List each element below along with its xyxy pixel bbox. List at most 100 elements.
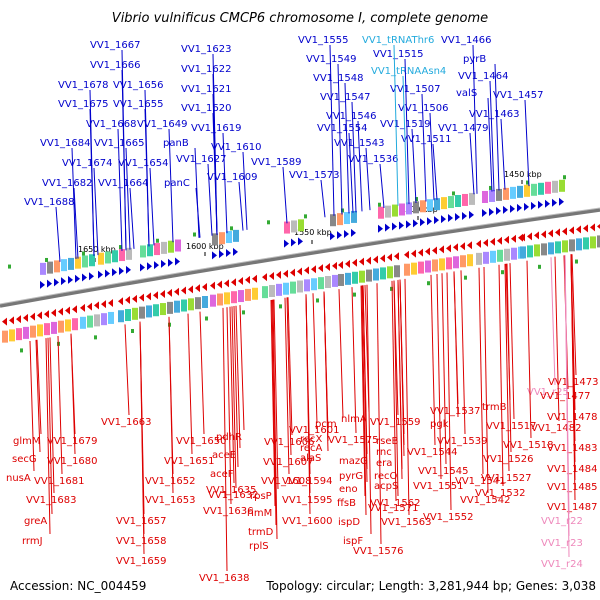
gene-label[interactable]: VV1_1544 (407, 447, 458, 458)
gene-label[interactable]: VV1_1621 (181, 84, 232, 95)
gene-label[interactable]: VV1_1678 (58, 80, 109, 91)
gene-label[interactable]: VV1_1606 (264, 437, 315, 448)
gene-label[interactable]: VV1_1589 (251, 157, 302, 168)
gene-label[interactable]: aceF (210, 469, 234, 480)
gene-label[interactable]: VV1_1679 (47, 436, 98, 447)
gene-label[interactable]: trmB (482, 402, 507, 413)
gene-label[interactable]: mazG (339, 456, 368, 467)
gene-label[interactable]: VV1_1545 (418, 466, 469, 477)
gene-label[interactable]: nusA (6, 473, 31, 484)
gene-label[interactable]: VV1_1479 (438, 123, 489, 134)
gene-label[interactable]: VV1_1518 (503, 440, 554, 451)
gene-label[interactable]: VV1_1457 (493, 90, 544, 101)
gene-label[interactable]: rplS (249, 541, 269, 552)
gene-label[interactable]: VV1_1654 (118, 158, 169, 169)
gene-label-rna[interactable]: VV1_r25 (527, 387, 569, 398)
gene-label[interactable]: VV1_1659 (116, 556, 167, 567)
gene-label[interactable]: VV1_1668 (86, 119, 137, 130)
gene-label[interactable]: VV1_1620 (181, 103, 232, 114)
gene-label[interactable]: VV1_1663 (101, 417, 152, 428)
gene-label[interactable]: VV1_1536 (348, 154, 399, 165)
gene-label[interactable]: VV1_1610 (211, 142, 262, 153)
gene-label[interactable]: pcm (315, 419, 337, 430)
gene-label[interactable]: VV1_1484 (547, 464, 598, 475)
gene-label[interactable]: VV1_1563 (381, 517, 432, 528)
gene-label[interactable]: VV1_1594 (282, 476, 333, 487)
gene-label[interactable]: VV1_1667 (90, 40, 141, 51)
gene-label[interactable]: VV1_1609 (207, 172, 258, 183)
gene-label[interactable]: VV1_1601 (289, 425, 340, 436)
gene-label[interactable]: VV1_1600 (282, 516, 333, 527)
gene-label[interactable]: VV1_1562 (370, 498, 421, 509)
gene-label[interactable]: VV1_1664 (98, 178, 149, 189)
gene-label[interactable]: acpS (374, 481, 398, 492)
gene-label[interactable]: pyrG (339, 471, 363, 482)
gene-label-rna[interactable]: VV1_r24 (541, 559, 583, 570)
gene-label[interactable]: VV1_1682 (42, 178, 93, 189)
gene-label[interactable]: VV1_1532 (475, 488, 526, 499)
gene-label[interactable]: ispD (338, 517, 360, 528)
gene-label[interactable]: VV1_1463 (469, 109, 520, 120)
gene-label[interactable]: VV1_1487 (547, 502, 598, 513)
gene-label[interactable]: VV1_1527 (481, 473, 532, 484)
gene-label[interactable]: pgk (430, 419, 449, 430)
gene-label[interactable]: VV1_1515 (373, 49, 424, 60)
gene-label[interactable]: VV1_1551 (413, 481, 464, 492)
gene-label[interactable]: greA (24, 516, 47, 527)
gene-label[interactable]: rseB (376, 436, 398, 447)
gene-label[interactable]: VV1_1554 (317, 123, 368, 134)
gene-label[interactable]: VV1_1466 (441, 35, 492, 46)
gene-label-rna[interactable]: VV1_tRNAThr6 (362, 35, 434, 46)
gene-label-rna[interactable]: VV1_tRNAAsn4 (371, 66, 446, 77)
gene-label-rna[interactable]: VV1_r22 (541, 516, 583, 527)
gene-label[interactable]: aceE (212, 450, 236, 461)
gene-label[interactable]: VV1_1636 (203, 506, 254, 517)
gene-label[interactable]: VV1_1546 (326, 111, 377, 122)
gene-label[interactable]: VV1_1651 (164, 456, 215, 467)
gene-label[interactable]: rimM (247, 508, 272, 519)
gene-label[interactable]: VV1_1576 (353, 546, 404, 557)
gene-label[interactable]: VV1_1681 (34, 476, 85, 487)
gene-label[interactable]: recX (300, 434, 323, 445)
gene-label[interactable]: VV1_1674 (62, 158, 113, 169)
gene-label[interactable]: VV1_1542 (460, 495, 511, 506)
gene-label[interactable]: VV1_1517 (486, 421, 537, 432)
gene-label[interactable]: VV1_1688 (24, 197, 75, 208)
gene-label[interactable]: VV1_1511 (401, 134, 452, 145)
gene-label[interactable]: trmD (248, 527, 274, 538)
gene-label[interactable]: VV1_1619 (191, 123, 242, 134)
gene-label[interactable]: recA (300, 443, 323, 454)
gene-label[interactable]: VV1_1655 (113, 99, 164, 110)
gene-label[interactable]: era (376, 458, 392, 469)
gene-label[interactable]: eno (339, 484, 358, 495)
gene-label[interactable]: VV1_1571 (368, 503, 419, 514)
gene-label[interactable]: VV1_1482 (531, 423, 582, 434)
gene-label[interactable]: VV1_1684 (40, 138, 91, 149)
gene-label[interactable]: VV1_1622 (181, 64, 232, 75)
gene-label[interactable]: secG (12, 454, 37, 465)
gene-label[interactable]: VV1_1653 (145, 495, 196, 506)
gene-label[interactable]: VV1_1483 (547, 443, 598, 454)
gene-label[interactable]: VV1_1506 (398, 103, 449, 114)
gene-label[interactable]: VV1_1541 (455, 476, 506, 487)
gene-label[interactable]: VV1_1537 (430, 406, 481, 417)
gene-label[interactable]: VV1_1680 (47, 456, 98, 467)
gene-label[interactable]: VV1_1657 (116, 516, 167, 527)
gene-label[interactable]: VV1_1549 (306, 54, 357, 65)
gene-label[interactable]: VV1_1649 (137, 119, 188, 130)
gene-label[interactable]: rnc (376, 447, 392, 458)
gene-label-rna[interactable]: VV1_r23 (541, 538, 583, 549)
gene-label[interactable]: VV1_1658 (116, 536, 167, 547)
gene-label[interactable]: VV1_1477 (540, 391, 591, 402)
gene-label[interactable]: VV1_1464 (458, 71, 509, 82)
gene-label[interactable]: glmM (13, 436, 41, 447)
gene-label[interactable]: VV1_1665 (94, 138, 145, 149)
gene-label[interactable]: VV1_1478 (547, 412, 598, 423)
gene-label[interactable]: rrmJ (22, 536, 43, 547)
gene-label[interactable]: VV1_1666 (90, 60, 141, 71)
gene-label[interactable]: VV1_1559 (370, 417, 421, 428)
gene-label[interactable]: VV1_1635 (206, 485, 257, 496)
gene-label[interactable]: rpsP (250, 491, 272, 502)
gene-label[interactable]: ffsB (337, 498, 356, 509)
gene-label[interactable]: ispF (343, 536, 363, 547)
